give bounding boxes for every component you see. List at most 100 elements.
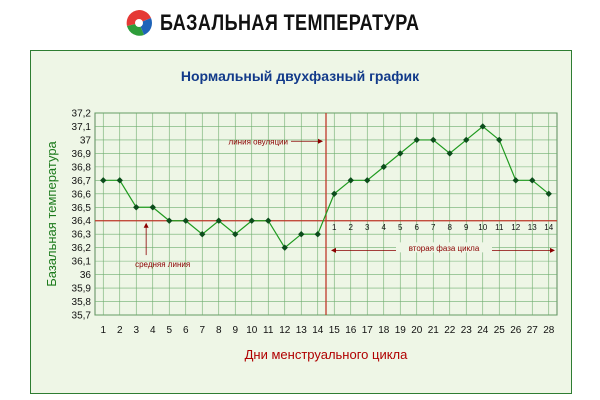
second-phase-day-number: 8	[448, 223, 453, 232]
second-phase-day-number: 13	[528, 223, 537, 232]
x-tick-label: 22	[444, 325, 456, 336]
x-tick-label: 9	[232, 325, 238, 336]
y-tick-label: 36,2	[72, 243, 92, 254]
second-phase-day-number: 2	[349, 223, 354, 232]
temperature-data-point	[298, 231, 305, 238]
x-tick-label: 5	[166, 325, 172, 336]
y-tick-label: 35,7	[72, 311, 92, 322]
x-tick-label: 15	[329, 325, 341, 336]
y-tick-label: 36,3	[72, 230, 92, 241]
temperature-data-point	[496, 136, 503, 144]
temperature-data-point	[529, 177, 536, 184]
y-tick-label: 37,1	[72, 122, 92, 133]
y-tick-label: 36	[80, 270, 92, 281]
temperature-data-point	[545, 190, 552, 197]
x-tick-label: 17	[362, 325, 374, 336]
temperature-data-point	[347, 177, 354, 184]
x-tick-label: 20	[411, 325, 423, 336]
second-phase-day-number: 6	[415, 223, 420, 232]
x-tick-label: 1	[100, 325, 106, 336]
temperature-data-point	[116, 177, 123, 184]
x-tick-label: 21	[428, 325, 440, 336]
temperature-data-point	[133, 204, 140, 211]
temperature-data-point	[314, 231, 321, 238]
second-phase-day-number: 1	[332, 223, 337, 232]
second-phase-day-number: 9	[464, 223, 469, 232]
x-tick-label: 12	[279, 325, 291, 336]
second-phase-label-bg	[396, 242, 492, 253]
y-tick-label: 36,7	[72, 176, 92, 187]
second-phase-day-number: 11	[495, 223, 504, 232]
y-tick-label: 35,8	[72, 297, 92, 308]
average-arrow-head	[143, 222, 149, 228]
temperature-data-point	[182, 217, 189, 224]
y-tick-label: 35,9	[72, 284, 92, 295]
x-tick-label: 2	[117, 325, 123, 336]
x-tick-label: 11	[263, 325, 274, 336]
x-tick-label: 7	[199, 325, 205, 336]
header: БАЗАЛЬНАЯ ТЕМПЕРАТУРА	[0, 0, 600, 46]
x-tick-label: 23	[461, 325, 473, 336]
second-phase-arrow-head-left	[331, 247, 336, 253]
y-axis-label: Базальная температура	[44, 140, 59, 286]
x-tick-label: 24	[477, 325, 489, 336]
x-tick-label: 13	[296, 325, 308, 336]
x-tick-label: 8	[216, 325, 222, 336]
y-tick-label: 37	[80, 135, 92, 146]
y-tick-label: 36,4	[72, 216, 92, 227]
chart-title: Нормальный двухфазный график	[180, 68, 420, 84]
average-line-label: средняя линия	[135, 260, 190, 269]
temperature-data-point	[232, 231, 239, 238]
temperature-series-line	[103, 125, 550, 249]
temperature-data-point	[149, 204, 156, 211]
temperature-data-point	[166, 217, 173, 224]
temperature-data-point	[413, 136, 420, 144]
x-tick-label: 19	[395, 325, 407, 336]
y-tick-label: 36,1	[72, 257, 92, 268]
second-phase-day-number: 3	[365, 223, 370, 232]
second-phase-day-number: 4	[382, 223, 387, 232]
x-axis-label: Дни менструального цикла	[245, 347, 409, 362]
x-tick-label: 25	[494, 325, 506, 336]
y-tick-label: 36,8	[72, 162, 92, 173]
y-tick-label: 36,6	[72, 189, 92, 200]
second-phase-label: вторая фаза цикла	[409, 244, 480, 253]
x-tick-label: 28	[543, 325, 555, 336]
tricolor-swirl-logo-icon	[126, 10, 152, 36]
x-tick-label: 26	[510, 325, 522, 336]
temperature-data-point	[265, 217, 272, 224]
y-tick-label: 36,9	[72, 149, 92, 160]
x-tick-label: 10	[246, 325, 258, 336]
second-phase-day-number: 14	[544, 223, 553, 232]
temperature-data-point	[512, 177, 519, 184]
ovulation-line-label: линия овуляции	[229, 137, 288, 146]
temperature-data-point	[463, 136, 470, 144]
second-phase-day-number: 7	[431, 223, 436, 232]
temperature-data-point	[331, 190, 338, 197]
x-tick-label: 14	[312, 325, 324, 336]
temperature-data-point	[430, 136, 437, 144]
brand-title: БАЗАЛЬНАЯ ТЕМПЕРАТУРА	[159, 10, 420, 35]
temperature-data-point	[281, 244, 288, 251]
x-tick-label: 27	[527, 325, 539, 336]
temperature-data-point	[380, 163, 387, 171]
ovulation-arrow-head	[318, 138, 323, 144]
temperature-data-point	[479, 123, 486, 130]
y-tick-label: 36,5	[72, 203, 92, 214]
second-phase-day-number: 12	[511, 223, 520, 232]
temperature-data-point	[364, 177, 371, 184]
x-tick-label: 18	[378, 325, 390, 336]
temperature-data-point	[100, 177, 107, 184]
y-tick-label: 37,2	[72, 109, 92, 120]
x-tick-label: 6	[183, 325, 189, 336]
second-phase-arrow-head-right	[550, 247, 555, 253]
temperature-data-point	[248, 217, 255, 224]
second-phase-day-number: 5	[398, 223, 403, 232]
x-tick-label: 3	[133, 325, 139, 336]
x-tick-label: 4	[150, 325, 156, 336]
temperature-data-point	[215, 217, 222, 224]
temperature-data-point	[199, 231, 206, 238]
temperature-data-point	[446, 150, 453, 157]
x-tick-label: 16	[345, 325, 357, 336]
